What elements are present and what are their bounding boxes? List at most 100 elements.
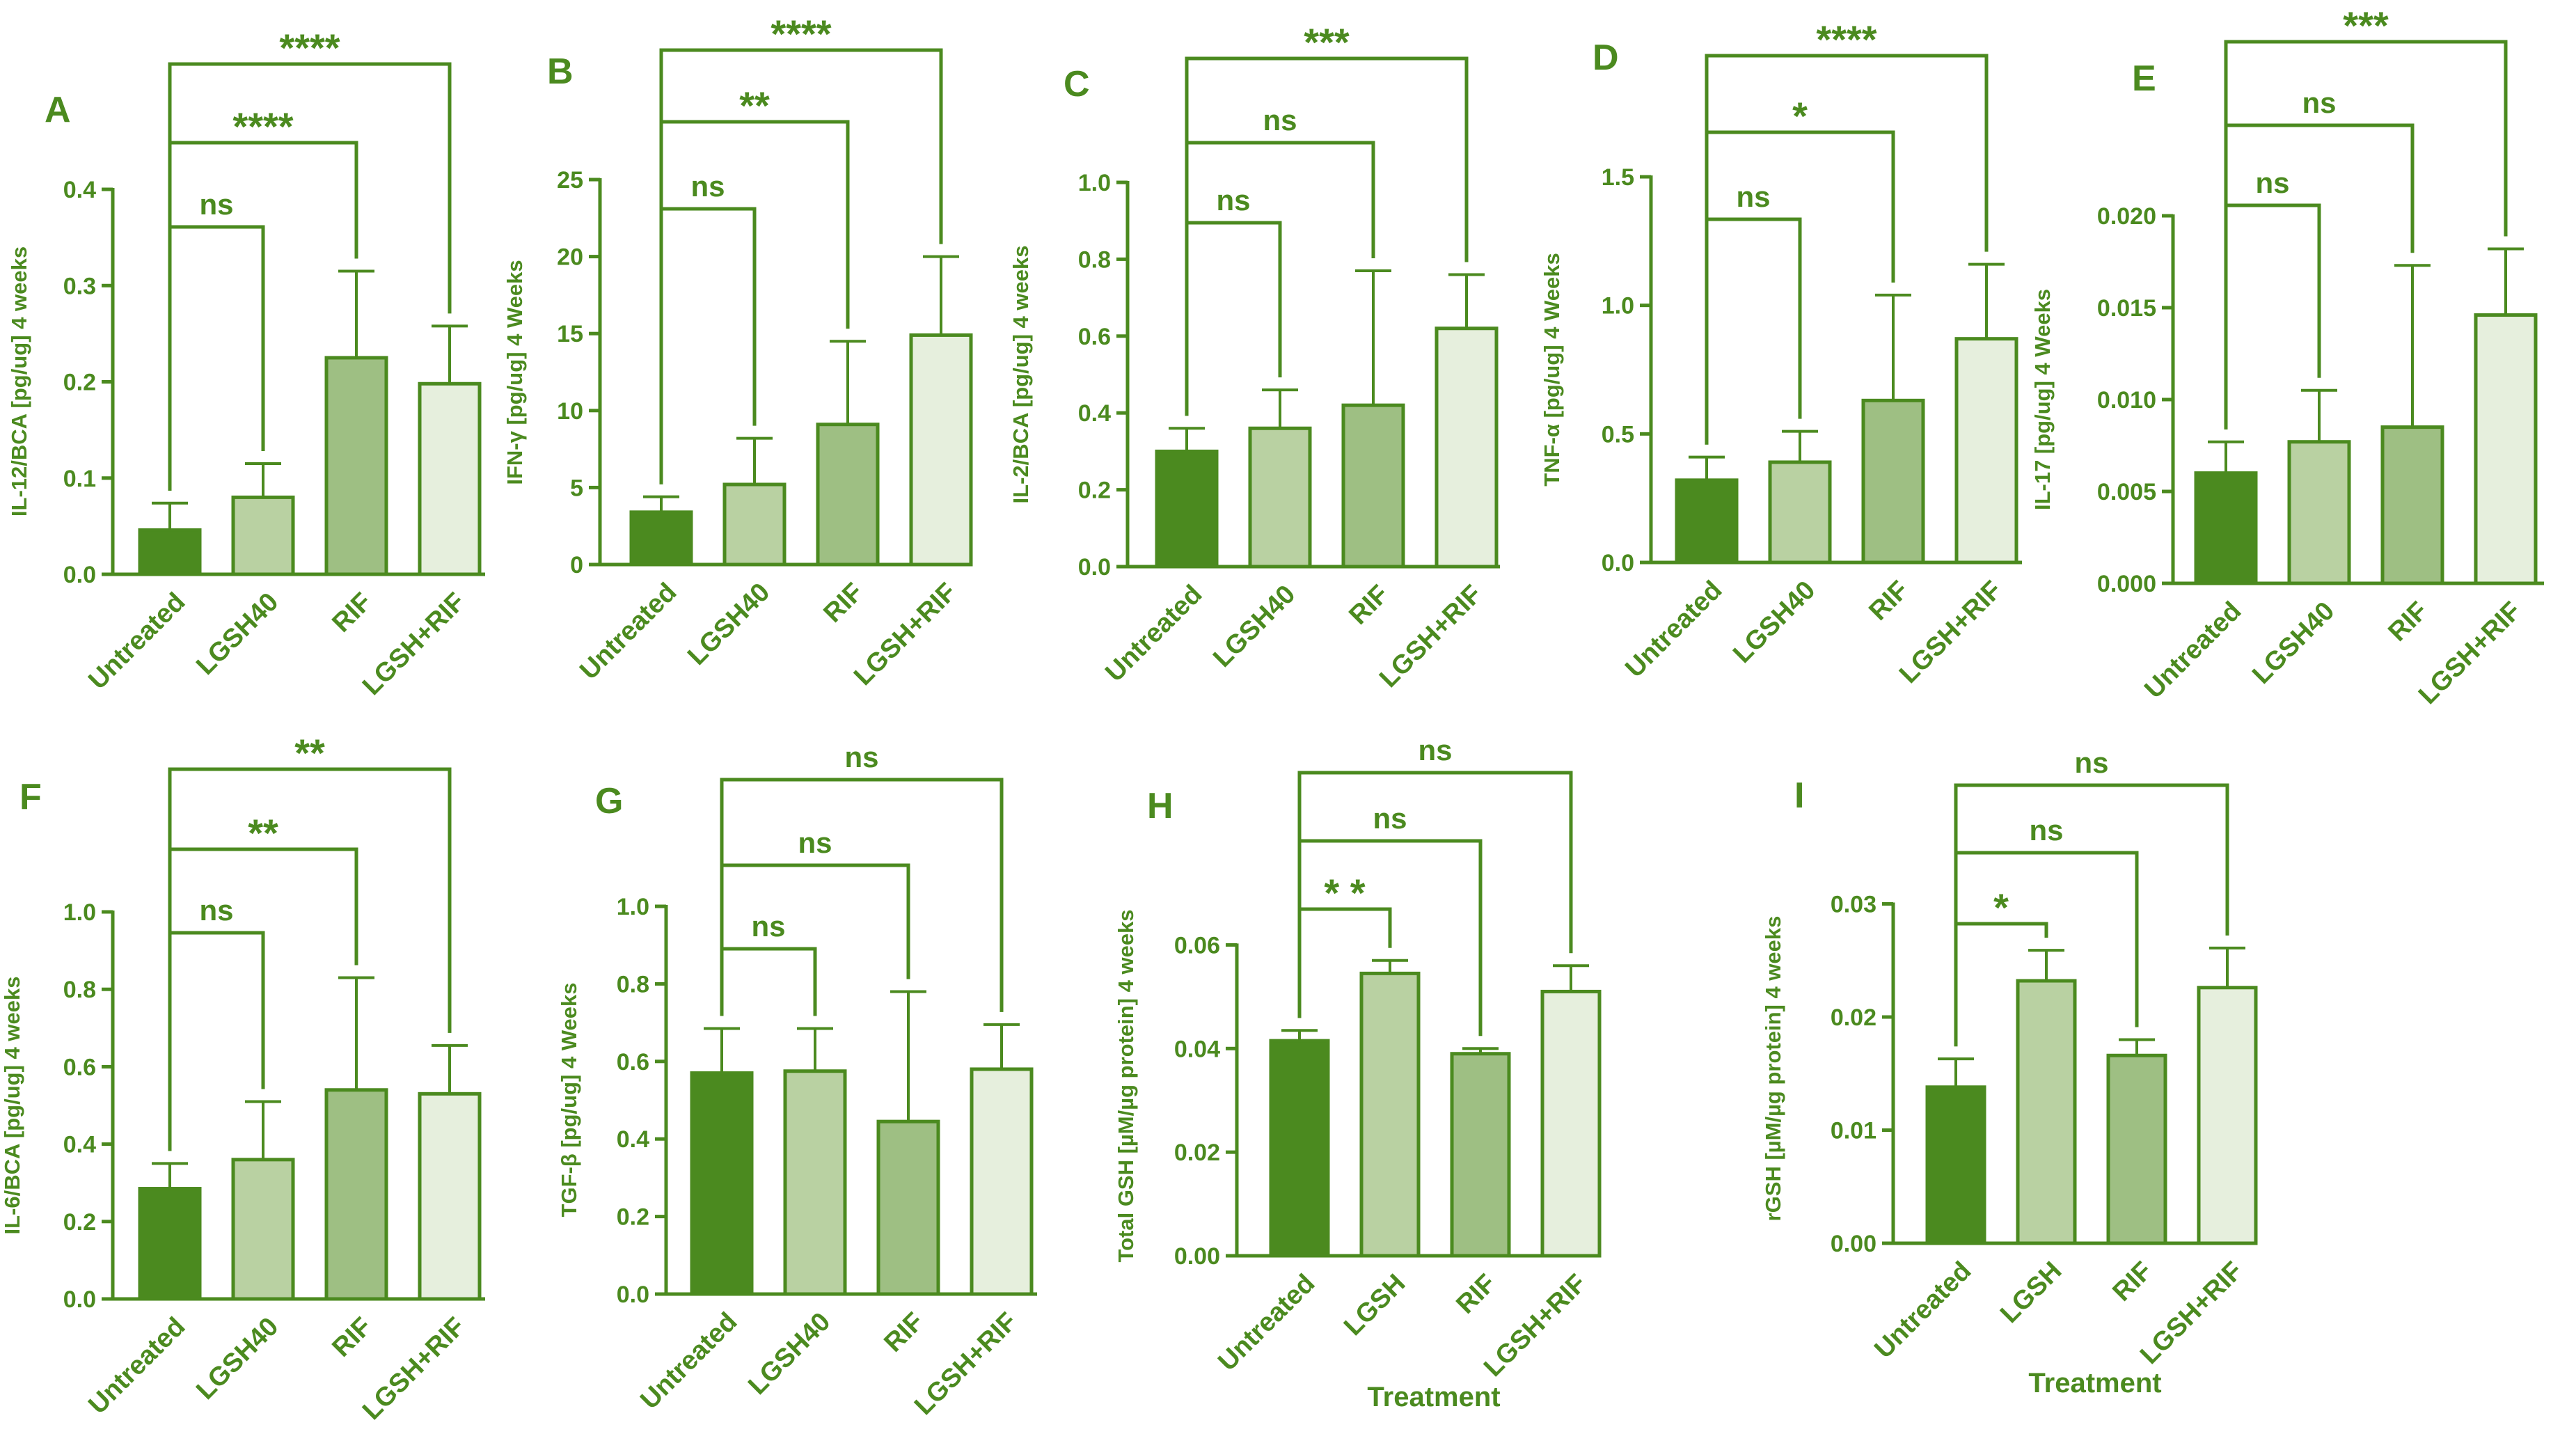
x-tick-label: Untreated [83, 1312, 191, 1420]
significance-bracket [720, 778, 1004, 1016]
panel-e: E IL-17 [pg/ug] 4 Weeks 0.000 0.005 0.010 0.0… [2030, 3, 2544, 710]
significance-label: ns [1263, 104, 1297, 136]
x-tick-label: Untreated [1869, 1256, 1977, 1364]
bar-lgsh40 [2287, 440, 2351, 585]
significance-label: ns [2074, 746, 2108, 779]
significance-label: ns [2255, 166, 2289, 199]
y-tick-label: 0.005 [2097, 479, 2156, 505]
significance-label: ns [1736, 180, 1770, 213]
bar-lgsh40 [1768, 460, 1832, 565]
y-tick-label: 0.03 [1831, 892, 1876, 918]
significance-label: *** [1304, 20, 1350, 64]
significance-bracket [2224, 203, 2321, 430]
bar-lgsh-rif [418, 381, 482, 576]
significance-label: **** [771, 12, 831, 56]
y-axis-label: IL-12/BCA [pg/ug] 4 weeks [7, 246, 31, 517]
significance-bracket [1297, 771, 1573, 1018]
significance-bracket [1954, 783, 2229, 1047]
significance-label: ns [844, 741, 878, 773]
x-tick-label: Untreated [1620, 576, 1728, 684]
x-tick-label: LGSH+RIF [848, 578, 962, 691]
y-tick-label: 0.4 [63, 1132, 96, 1158]
bar-lgsh-rif [909, 333, 973, 567]
panel-b: B IFN-γ [pg/ug] 4 Weeks 0 5 10 15 20 25 Untreate… [503, 12, 973, 691]
y-tick-label: 0.00 [1174, 1243, 1220, 1270]
panel-letter: I [1794, 775, 1804, 816]
significance-label: ns [751, 910, 785, 943]
panel-letter: G [595, 781, 623, 821]
bar-lgsh-rif [2197, 986, 2258, 1245]
panel-g: G TGF-β [pg/ug] 4 Weeks 0.0 0.2 0.4 0.6 0.8 1.0… [557, 741, 1037, 1421]
y-tick-label: 0.04 [1174, 1036, 1220, 1062]
bar-rif [2380, 425, 2444, 585]
y-tick-label: 15 [557, 321, 583, 347]
significance-bracket [2224, 40, 2508, 430]
y-axis-label: IL-17 [pg/ug] 4 Weeks [2030, 289, 2055, 510]
bar-lgsh40 [783, 1069, 847, 1296]
bar-untreated [138, 1187, 202, 1301]
significance-label: ns [1373, 802, 1407, 835]
y-tick-label: 0.0 [63, 1286, 96, 1313]
y-tick-label: 1.5 [1602, 164, 1634, 191]
y-tick-label: 0.5 [1602, 421, 1634, 448]
bar-lgsh-rif [418, 1092, 482, 1301]
x-tick-label: LGSH [1995, 1256, 2067, 1329]
y-tick-label: 0.020 [2097, 203, 2156, 230]
x-tick-label: RIF [2383, 597, 2433, 647]
bar-lgsh [1359, 971, 1421, 1258]
significance-label: * * [1324, 871, 1365, 915]
significance-bracket [1185, 221, 1282, 416]
y-axis-label: rGSH [µM/µg protein] 4 weeks [1761, 916, 1785, 1222]
significance-label: ns [1418, 734, 1452, 766]
y-tick-label: 0.6 [617, 1049, 649, 1075]
panel-letter: F [19, 777, 42, 817]
y-tick-label: 0.015 [2097, 295, 2156, 322]
significance-label: ns [690, 170, 725, 203]
y-tick-label: 25 [557, 167, 583, 194]
x-axis-label: Treatment [2028, 1368, 2161, 1398]
significance-bracket [168, 931, 265, 1151]
bar-rif [1341, 403, 1405, 569]
y-axis-label: Total GSH [µM/µg protein] 4 weeks [1114, 909, 1138, 1262]
significance-bracket [168, 62, 452, 491]
panel-letter: H [1147, 786, 1174, 826]
significance-label: * [1993, 885, 2009, 929]
x-tick-label: LGSH+RIF [1374, 580, 1487, 693]
significance-label: ns [2029, 814, 2063, 846]
x-tick-label: Untreated [1212, 1269, 1320, 1377]
x-tick-label: LGSH40 [2247, 597, 2340, 690]
y-tick-label: 10 [557, 398, 583, 425]
y-tick-label: 1.0 [63, 899, 96, 926]
y-tick-label: 20 [557, 244, 583, 271]
x-tick-label: RIF [818, 578, 869, 629]
y-tick-label: 0.00 [1831, 1231, 1876, 1257]
bar-lgsh-rif [1540, 989, 1602, 1258]
y-tick-label: 0.0 [617, 1282, 649, 1308]
y-tick-label: 0.02 [1174, 1140, 1220, 1166]
bar-rif [2106, 1053, 2167, 1245]
significance-bracket [720, 947, 817, 1016]
panel-letter: A [45, 90, 71, 130]
x-tick-label: RIF [1343, 580, 1394, 631]
y-tick-label: 0.2 [63, 370, 96, 396]
significance-bracket [168, 225, 265, 491]
y-tick-label: 5 [570, 475, 583, 501]
significance-label: **** [1816, 17, 1876, 61]
y-tick-label: 0.6 [63, 1054, 96, 1080]
y-tick-label: 0.0 [63, 562, 96, 588]
y-axis-label: TGF-β [pg/ug] 4 Weeks [557, 983, 581, 1217]
y-tick-label: 0.010 [2097, 387, 2156, 413]
bar-untreated [690, 1071, 754, 1296]
bar-lgsh40 [231, 495, 295, 576]
y-tick-label: 0.4 [63, 177, 96, 203]
significance-bracket [168, 767, 452, 1151]
y-tick-label: 0.4 [617, 1126, 649, 1153]
x-tick-label: LGSH+RIF [357, 1312, 471, 1426]
bar-lgsh40 [722, 482, 787, 567]
panel-a: A IL-12/BCA [pg/ug] 4 weeks 0.0 0.1 0.2 0.3 0.… [7, 26, 485, 701]
panel-f: F IL-6/BCA [pg/ug] 4 weeks 0.0 0.2 0.4 0.6 0.8… [0, 731, 485, 1426]
bar-lgsh-rif [1435, 326, 1499, 569]
y-axis-label: IFN-γ [pg/ug] 4 Weeks [503, 260, 527, 484]
x-tick-label: LGSH40 [1208, 580, 1301, 673]
